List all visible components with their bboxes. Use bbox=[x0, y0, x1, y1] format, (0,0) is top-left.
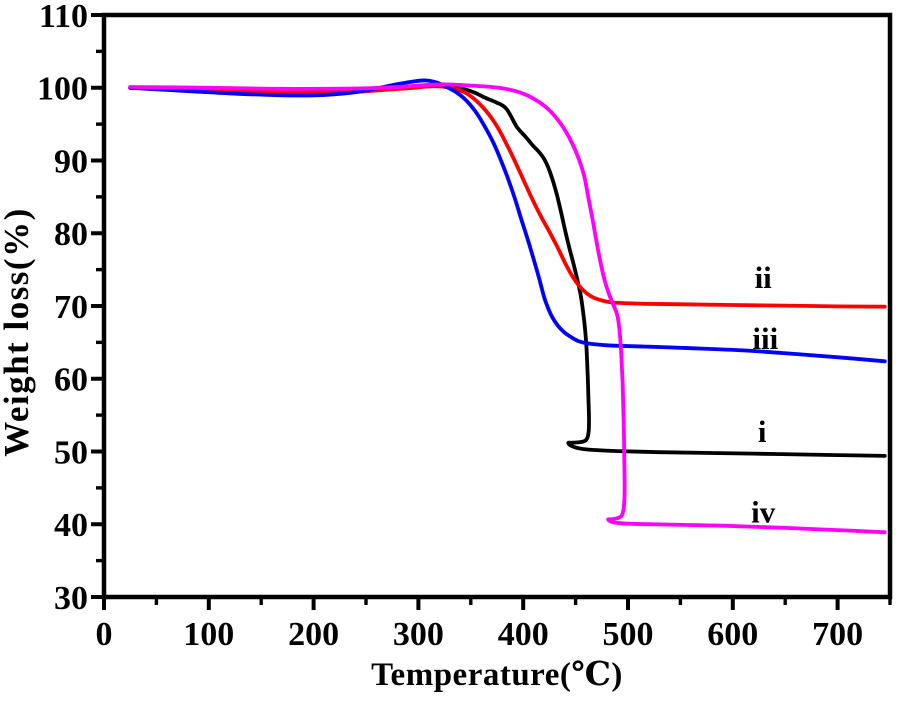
y-axis-tick-label: 110 bbox=[39, 0, 88, 35]
series-iii-label: iii bbox=[752, 321, 778, 356]
y-axis-tick-label: 100 bbox=[37, 71, 88, 108]
y-axis-tick-label: 40 bbox=[54, 507, 88, 544]
y-axis-tick-label: 80 bbox=[54, 216, 88, 253]
x-axis-tick-label: 100 bbox=[183, 616, 234, 653]
x-axis-tick-label: 600 bbox=[707, 616, 758, 653]
x-axis-tick-label: 500 bbox=[603, 616, 654, 653]
series-i-label: i bbox=[758, 414, 767, 449]
y-axis-tick-label: 60 bbox=[54, 362, 88, 399]
series-iv-curve bbox=[128, 82, 887, 535]
x-axis-tick-label: 200 bbox=[288, 616, 339, 653]
x-axis-tick-label: 300 bbox=[393, 616, 444, 653]
x-axis-tick-label: 700 bbox=[812, 616, 863, 653]
x-axis-tick-label: 400 bbox=[498, 616, 549, 653]
series-ii-label: ii bbox=[755, 260, 773, 295]
y-axis-tick-label: 30 bbox=[54, 580, 88, 617]
y-axis-tick-label: 50 bbox=[54, 434, 88, 471]
series-iv-label: iv bbox=[751, 495, 776, 530]
x-axis-title: Temperature(℃) bbox=[371, 657, 623, 693]
x-axis-tick-label: 0 bbox=[96, 616, 113, 653]
y-axis-tick-label: 70 bbox=[54, 289, 88, 326]
y-axis-tick-label: 90 bbox=[54, 143, 88, 180]
y-axis-title: Weight loss(%) bbox=[0, 207, 36, 456]
